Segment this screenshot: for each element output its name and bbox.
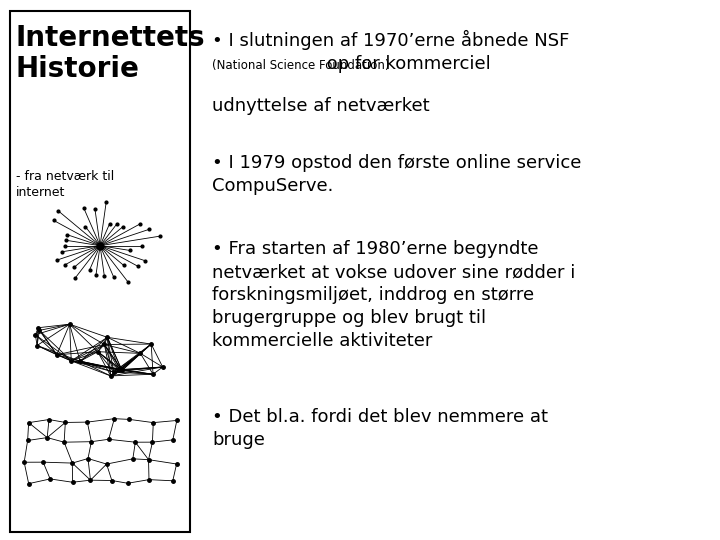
Text: udnyttelse af netværket: udnyttelse af netværket <box>212 97 430 115</box>
Text: op for kommerciel: op for kommerciel <box>321 55 491 72</box>
Text: • I slutningen af 1970’erne åbnede NSF: • I slutningen af 1970’erne åbnede NSF <box>212 30 570 50</box>
Text: - fra netværk til
internet: - fra netværk til internet <box>16 170 114 199</box>
Text: (National Science Foundation): (National Science Foundation) <box>212 58 390 72</box>
Text: Internettets
Historie: Internettets Historie <box>16 24 205 83</box>
Text: • I 1979 opstod den første online service
CompuServe.: • I 1979 opstod den første online servic… <box>212 154 582 195</box>
Text: • Det bl.a. fordi det blev nemmere at
bruge: • Det bl.a. fordi det blev nemmere at br… <box>212 408 549 449</box>
Bar <box>10 11 190 532</box>
Text: • Fra starten af 1980’erne begyndte
netværket at vokse udover sine rødder i
fors: • Fra starten af 1980’erne begyndte netv… <box>212 240 576 350</box>
